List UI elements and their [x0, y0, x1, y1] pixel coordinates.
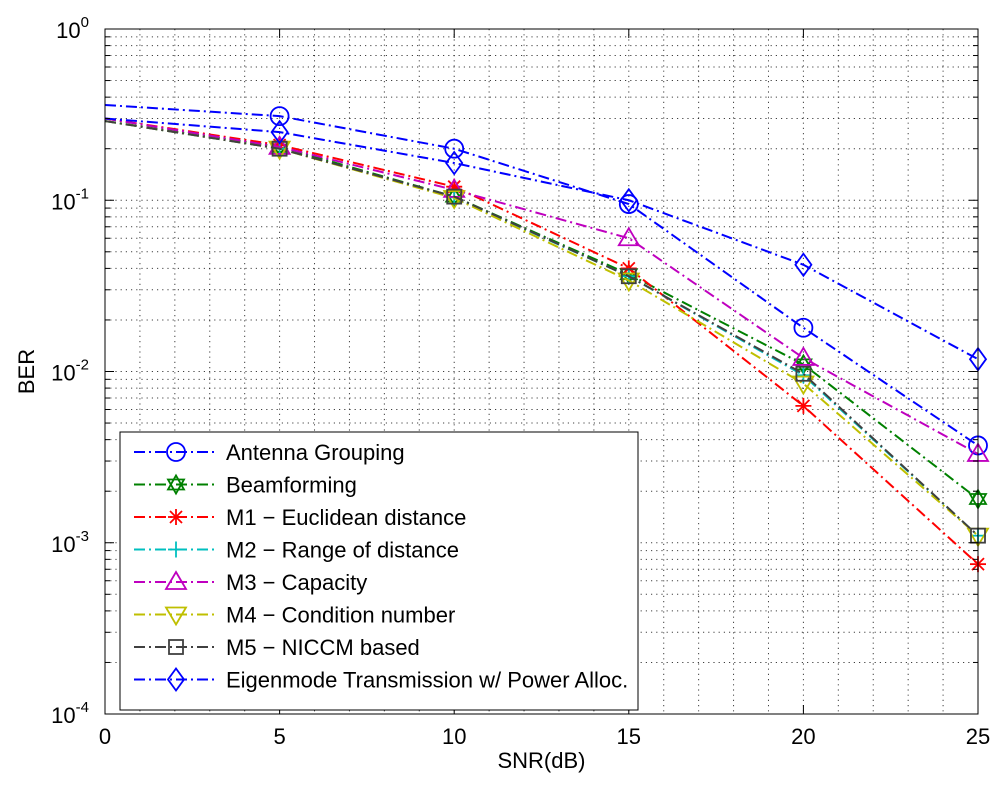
legend-entry: Beamforming — [134, 473, 357, 498]
x-axis-label: SNR(dB) — [497, 748, 585, 773]
legend-entry: Eigenmode Transmission w/ Power Alloc. — [134, 666, 628, 693]
data-point — [619, 187, 638, 213]
legend-entry: M2 − Range of distance — [134, 538, 459, 563]
data-point — [445, 150, 464, 176]
y-tick-label: 100 — [56, 14, 89, 43]
legend-label: M5 − NICCM based — [226, 635, 420, 660]
legend-label: Antenna Grouping — [226, 440, 405, 465]
legend-marker — [168, 509, 184, 525]
data-point — [617, 272, 641, 293]
legend-entry: M3 − Capacity — [134, 570, 367, 595]
legend-marker — [164, 606, 188, 627]
data-point — [795, 365, 812, 382]
legend-label: M4 − Condition number — [226, 603, 455, 628]
data-point — [444, 138, 465, 159]
x-tick-label: 20 — [791, 724, 815, 749]
legend-entry: Antenna Grouping — [134, 440, 405, 465]
data-point — [446, 188, 463, 205]
data-point — [268, 135, 292, 155]
legend-marker — [166, 442, 186, 462]
data-point — [269, 106, 290, 127]
data-point — [795, 397, 812, 414]
data-point — [791, 346, 815, 366]
legend-entry: M5 − NICCM based — [134, 635, 420, 660]
legend-marker — [168, 541, 184, 558]
y-tick-label: 10-4 — [51, 699, 89, 728]
data-point — [793, 317, 814, 338]
legend-marker — [166, 473, 186, 496]
tick-labels: 0 5 10 15 20 25 10-4 10-3 10-2 10-1 100 — [51, 14, 990, 749]
data-point — [620, 268, 637, 285]
data-point — [794, 252, 813, 278]
y-axis-label: BER — [14, 349, 39, 394]
series-line — [104, 117, 979, 361]
legend-label: M2 − Range of distance — [226, 538, 459, 563]
legend-entry: M4 − Condition number — [134, 603, 455, 628]
legend: Antenna Grouping Beamforming M1 − Euclidea… — [119, 431, 639, 711]
data-point — [617, 226, 641, 247]
legend-marker — [166, 666, 186, 693]
y-tick-label: 10-1 — [51, 185, 89, 214]
x-tick-label: 25 — [966, 724, 990, 749]
legend-marker — [164, 570, 188, 590]
ticks — [104, 28, 979, 715]
x-tick-label: 0 — [99, 724, 111, 749]
data-point — [270, 119, 289, 145]
x-tick-label: 10 — [442, 724, 466, 749]
series-line — [104, 117, 979, 455]
data-point — [791, 375, 815, 396]
legend-label: Eigenmode Transmission w/ Power Alloc. — [226, 668, 628, 693]
series-7 — [104, 117, 988, 372]
legend-label: M1 − Euclidean distance — [226, 505, 466, 530]
legend-box — [119, 431, 639, 711]
series-line — [104, 120, 979, 537]
series-line — [104, 117, 979, 565]
y-tick-label: 10-3 — [51, 528, 89, 557]
legend-label: Beamforming — [226, 473, 357, 498]
y-tick-label: 10-2 — [51, 357, 89, 386]
series-line — [104, 103, 979, 447]
x-tick-label: 15 — [617, 724, 641, 749]
series-lines — [104, 103, 990, 573]
series-4 — [104, 117, 990, 462]
legend-marker — [168, 639, 184, 655]
x-tick-label: 5 — [273, 724, 285, 749]
legend-label: M3 − Capacity — [226, 570, 367, 595]
legend-entry: M1 − Euclidean distance — [134, 505, 466, 530]
